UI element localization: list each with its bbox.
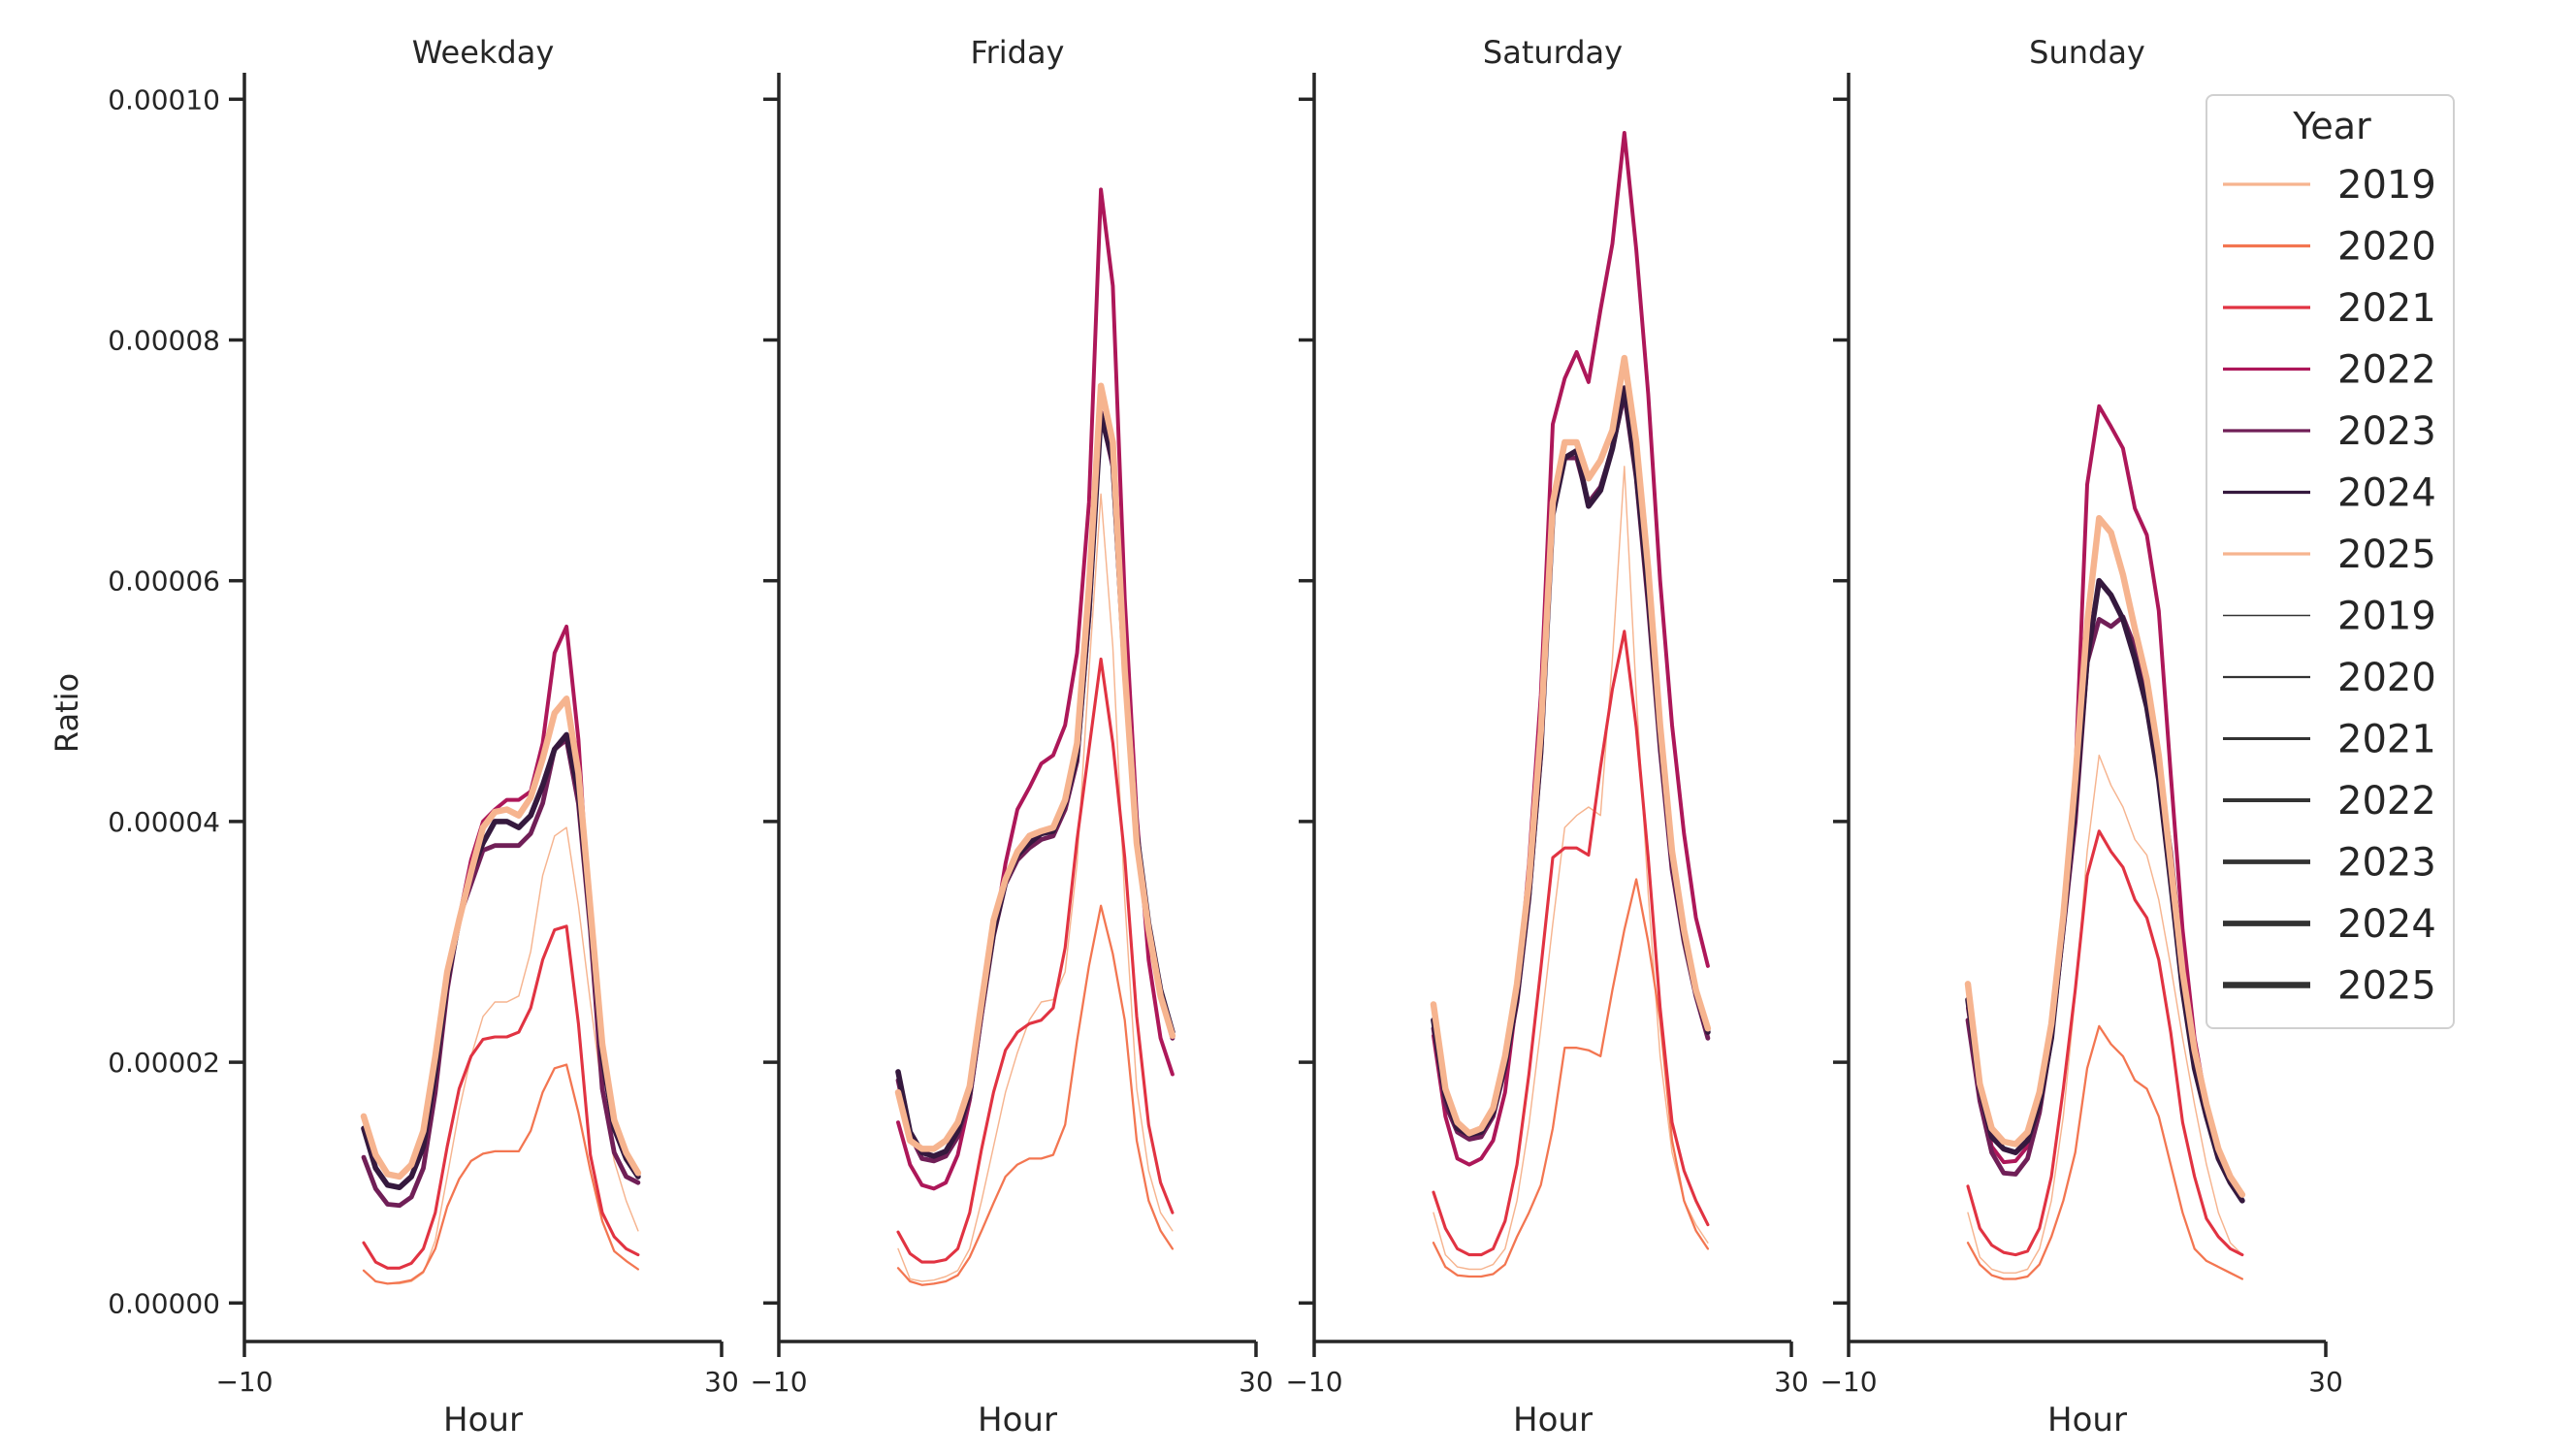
y-tick-label: 0.00002	[108, 1047, 220, 1079]
legend-label: 2025	[2337, 964, 2436, 1009]
legend-label: 2020	[2337, 656, 2436, 700]
legend-label: 2021	[2337, 286, 2436, 331]
series-line-2025	[894, 382, 1176, 1152]
x-tick-label: −10	[1285, 1366, 1342, 1398]
x-tick-label: 30	[1774, 1366, 1809, 1398]
x-tick-label: −10	[215, 1366, 273, 1398]
series-line-2020	[362, 1063, 640, 1285]
panel-title: Saturday	[1483, 34, 1623, 71]
series-line-2023	[1965, 614, 2245, 1204]
y-tick-label: 0.00010	[108, 83, 220, 115]
series-line-2019	[1433, 466, 1709, 1271]
x-axis-title: Hour	[1513, 1401, 1593, 1439]
x-tick-label: −10	[1819, 1366, 1877, 1398]
panel-friday: Friday −10 30 Hour	[750, 34, 1272, 1439]
series-line-2021	[1966, 829, 2244, 1257]
legend-label: 2019	[2337, 163, 2436, 208]
series-line-2022	[896, 187, 1175, 1191]
series-line-2021	[1432, 630, 1710, 1257]
panel-sunday: Sunday −10 30 Hour	[1819, 34, 2342, 1439]
x-axis-title: Hour	[978, 1401, 1057, 1439]
series-line-2019	[363, 826, 639, 1285]
series-line-2019	[897, 493, 1174, 1282]
legend-label: 2024	[2337, 471, 2436, 516]
x-tick-label: −10	[750, 1366, 807, 1398]
panel-saturday: Saturday −10 30 Hour	[1285, 34, 1808, 1439]
x-tick-label: 30	[1239, 1366, 1273, 1398]
x-tick-label: 30	[704, 1366, 739, 1398]
legend-label: 2025	[2337, 533, 2436, 577]
series-line-2020	[1966, 1024, 2244, 1280]
x-axis-title: Hour	[2047, 1401, 2127, 1439]
legend-label: 2024	[2337, 902, 2436, 947]
series-line-2025	[1430, 354, 1712, 1137]
panel-title: Weekday	[412, 34, 555, 71]
series-line-2022	[1432, 131, 1710, 1167]
chart-panels: Weekday 0.00000 0.00002 0.00004 0.00006 0.000…	[108, 34, 2343, 1439]
legend-label: 2022	[2337, 348, 2436, 393]
legend-label: 2020	[2337, 225, 2436, 270]
legend-label: 2023	[2337, 409, 2436, 454]
y-tick-label: 0.00004	[108, 806, 220, 838]
x-tick-label: 30	[2308, 1366, 2343, 1398]
panel-weekday: Weekday 0.00000 0.00002 0.00004 0.00006 0.000…	[108, 34, 739, 1439]
panel-title: Friday	[971, 34, 1065, 71]
series-line-2024	[1965, 577, 2245, 1204]
chart-legend: Year 2019 2020 2021 2022 2023 2024 2025 2019 2020…	[2206, 94, 2455, 1029]
legend-label: 2023	[2337, 841, 2436, 886]
series-line-2025	[1964, 514, 2246, 1198]
x-axis-title: Hour	[443, 1401, 523, 1439]
legend-label: 2021	[2337, 718, 2436, 762]
y-axis-title: Ratio	[48, 673, 85, 753]
panel-title: Sunday	[2029, 34, 2145, 71]
series-line-2020	[896, 904, 1175, 1286]
legend-label: 2022	[2337, 779, 2436, 824]
series-line-2021	[896, 657, 1175, 1264]
legend-label: 2019	[2337, 595, 2436, 639]
series-line-2021	[362, 924, 640, 1270]
series-line-2022	[362, 624, 640, 1208]
series-line-2019	[1967, 754, 2243, 1275]
y-tick-label: 0.00008	[108, 324, 220, 356]
y-tick-label: 0.00006	[108, 566, 220, 598]
legend-frame	[2206, 94, 2455, 1029]
series-line-2025	[360, 695, 642, 1180]
y-tick-label: 0.00000	[108, 1287, 220, 1319]
legend-title: Year	[2292, 105, 2371, 147]
